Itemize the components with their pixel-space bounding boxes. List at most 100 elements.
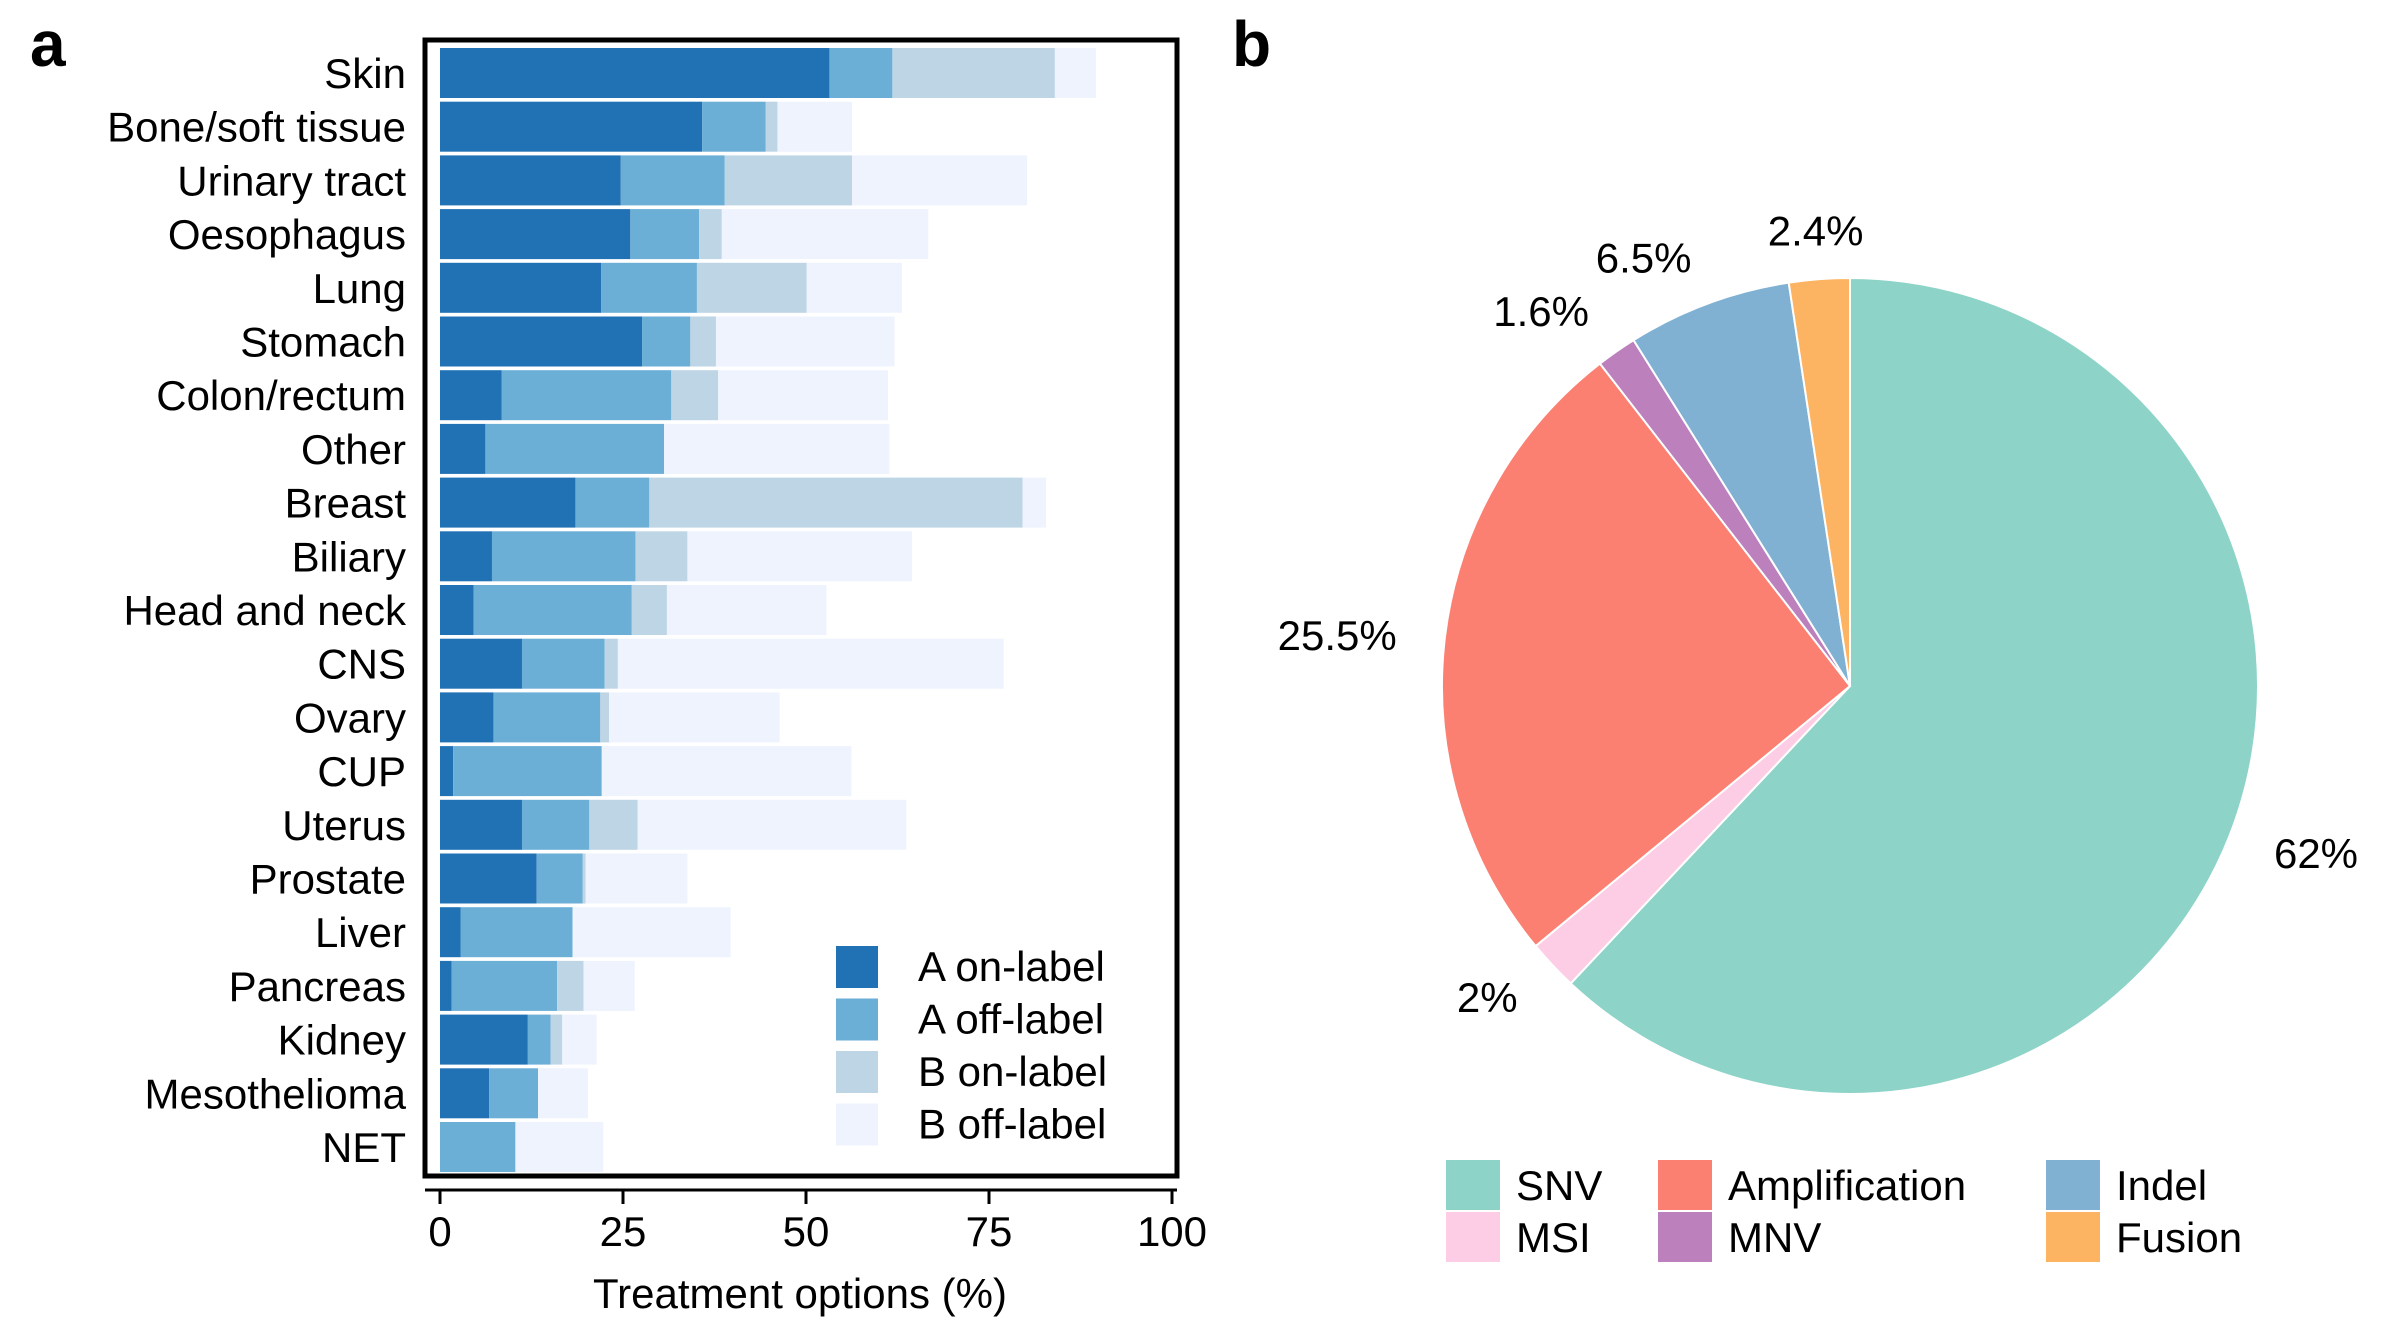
bar-row-prostate: Prostate — [250, 853, 688, 904]
bar-urinary-tract-a-off-label — [620, 155, 725, 206]
pie-label-snv: 62% — [2274, 830, 2358, 877]
bar-stomach-b-off-label — [715, 316, 895, 367]
pie-legend-swatch-amplification — [1658, 1160, 1712, 1210]
bar-liver-a-off-label — [460, 907, 573, 958]
pie-legend-swatch-snv — [1446, 1160, 1500, 1210]
category-label: Other — [301, 426, 406, 473]
bar-cns-a-off-label — [521, 638, 605, 689]
bar-biliary-a-on-label — [440, 531, 492, 582]
pie-legend-label-amplification: Amplification — [1728, 1162, 1966, 1209]
bar-cup-a-off-label — [453, 746, 602, 797]
bar-row-lung: Lung — [313, 262, 902, 313]
bar-kidney-a-on-label — [440, 1014, 528, 1065]
bar-colon-rectum-a-off-label — [501, 370, 672, 421]
bar-breast-b-on-label — [649, 477, 1023, 528]
bar-ovary-a-on-label — [440, 692, 494, 743]
bar-cns-b-on-label — [604, 638, 618, 689]
bar-row-pancreas: Pancreas — [229, 960, 635, 1011]
bar-mesothelioma-a-on-label — [440, 1068, 490, 1119]
pie-slice-indel — [1632, 281, 1851, 687]
pie-legend-label-snv: SNV — [1516, 1162, 1602, 1209]
bar-row-uterus: Uterus — [282, 799, 907, 850]
bar-row-liver: Liver — [315, 907, 731, 958]
x-tick-label: 50 — [783, 1208, 830, 1255]
pie-label-amplification: 25.5% — [1278, 612, 1397, 659]
bar-net-b-off-label — [515, 1122, 604, 1172]
bar-lung-a-on-label — [440, 262, 602, 313]
bar-prostate-b-off-label — [585, 853, 688, 904]
bar-kidney-b-on-label — [550, 1014, 563, 1065]
bar-row-cup: CUP — [317, 746, 852, 797]
bar-ovary-b-on-label — [600, 692, 610, 743]
bar-bone-soft-tissue-a-off-label — [702, 101, 766, 152]
category-label: Breast — [285, 480, 407, 527]
bar-urinary-tract-b-on-label — [724, 155, 853, 206]
bar-pancreas-a-off-label — [451, 960, 558, 1011]
pie-chart: 62% 2% 25.5% 1.6%6.5% 2.4% SNV MSI Amplificatio… — [1278, 207, 2358, 1262]
bar-cup-b-off-label — [601, 746, 852, 797]
bar-urinary-tract-a-on-label — [440, 155, 621, 206]
bar-skin-a-on-label — [440, 48, 830, 98]
bar-row-kidney: Kidney — [278, 1014, 597, 1065]
pie-legend-swatch-msi — [1446, 1212, 1500, 1262]
bar-pancreas-a-on-label — [440, 960, 452, 1011]
bar-head-and-neck-b-on-label — [631, 585, 667, 635]
bar-mesothelioma-a-off-label — [489, 1068, 539, 1119]
bar-cns-a-on-label — [440, 638, 522, 689]
bar-colon-rectum-b-off-label — [718, 370, 888, 421]
bar-breast-a-off-label — [575, 477, 650, 528]
pie-legend-swatch-indel — [2046, 1160, 2100, 1210]
category-label: Skin — [324, 50, 406, 97]
x-tick-label: 100 — [1137, 1208, 1207, 1255]
bar-skin-b-off-label — [1054, 48, 1096, 98]
bar-bone-soft-tissue-b-off-label — [777, 101, 853, 152]
bar-row-skin: Skin — [324, 48, 1096, 98]
bar-legend: A on-label A off-label B on-label B off-lab… — [836, 943, 1107, 1148]
panel-a-letter: a — [30, 8, 66, 80]
legend-swatch-b-on-label — [836, 1051, 878, 1093]
bar-row-mesothelioma: Mesothelioma — [145, 1068, 588, 1119]
bar-row-net: NET — [322, 1122, 604, 1172]
category-label: Mesothelioma — [145, 1070, 407, 1117]
bar-cns-b-off-label — [617, 638, 1004, 689]
category-label: Bone/soft tissue — [107, 104, 406, 151]
category-label: Stomach — [240, 319, 406, 366]
bar-ovary-a-off-label — [493, 692, 601, 743]
bar-oesophagus-b-off-label — [721, 209, 929, 260]
x-tick-label: 25 — [600, 1208, 647, 1255]
pie-slice-fusion — [1787, 276, 1851, 687]
bar-oesophagus-b-on-label — [699, 209, 722, 260]
bar-row-breast: Breast — [285, 477, 1047, 528]
bar-row-ovary: Ovary — [294, 692, 780, 743]
pie-legend-label-fusion: Fusion — [2116, 1214, 2242, 1261]
bar-skin-b-on-label — [892, 48, 1055, 98]
bar-row-oesophagus: Oesophagus — [168, 209, 929, 260]
pie-label-mnv: 1.6% — [1493, 288, 1589, 335]
category-label: Prostate — [250, 856, 406, 903]
bar-row-colon-rectum: Colon/rectum — [156, 370, 888, 421]
bar-other-a-off-label — [485, 423, 664, 474]
category-label: Uterus — [282, 802, 406, 849]
bar-kidney-a-off-label — [527, 1014, 551, 1065]
pie-legend-swatch-fusion — [2046, 1212, 2100, 1262]
category-label: Ovary — [294, 694, 406, 741]
bar-breast-b-off-label — [1022, 477, 1047, 528]
pie-legend: SNV MSI Amplification MNV Indel Fusion — [1446, 1160, 2242, 1262]
bar-stomach-b-on-label — [690, 316, 716, 367]
bar-colon-rectum-b-on-label — [671, 370, 719, 421]
pie-slice-snv — [1569, 276, 2259, 1095]
bar-net-a-off-label — [440, 1122, 516, 1172]
bar-prostate-a-off-label — [536, 853, 583, 904]
bar-chart: Skin Bone/soft tissue Urinary tract Oesopha… — [107, 37, 1207, 1317]
bar-row-bone-soft-tissue: Bone/soft tissue — [107, 101, 853, 152]
bar-cup-a-on-label — [440, 746, 454, 797]
pie-legend-label-mnv: MNV — [1728, 1214, 1821, 1261]
bar-pancreas-b-on-label — [557, 960, 584, 1011]
bar-head-and-neck-a-off-label — [473, 585, 632, 635]
bar-biliary-a-off-label — [491, 531, 636, 582]
legend-label-b-on-label: B on-label — [918, 1048, 1107, 1095]
legend-swatch-a-off-label — [836, 998, 878, 1041]
category-label: Urinary tract — [177, 157, 406, 204]
panel-b-letter: b — [1232, 8, 1271, 80]
